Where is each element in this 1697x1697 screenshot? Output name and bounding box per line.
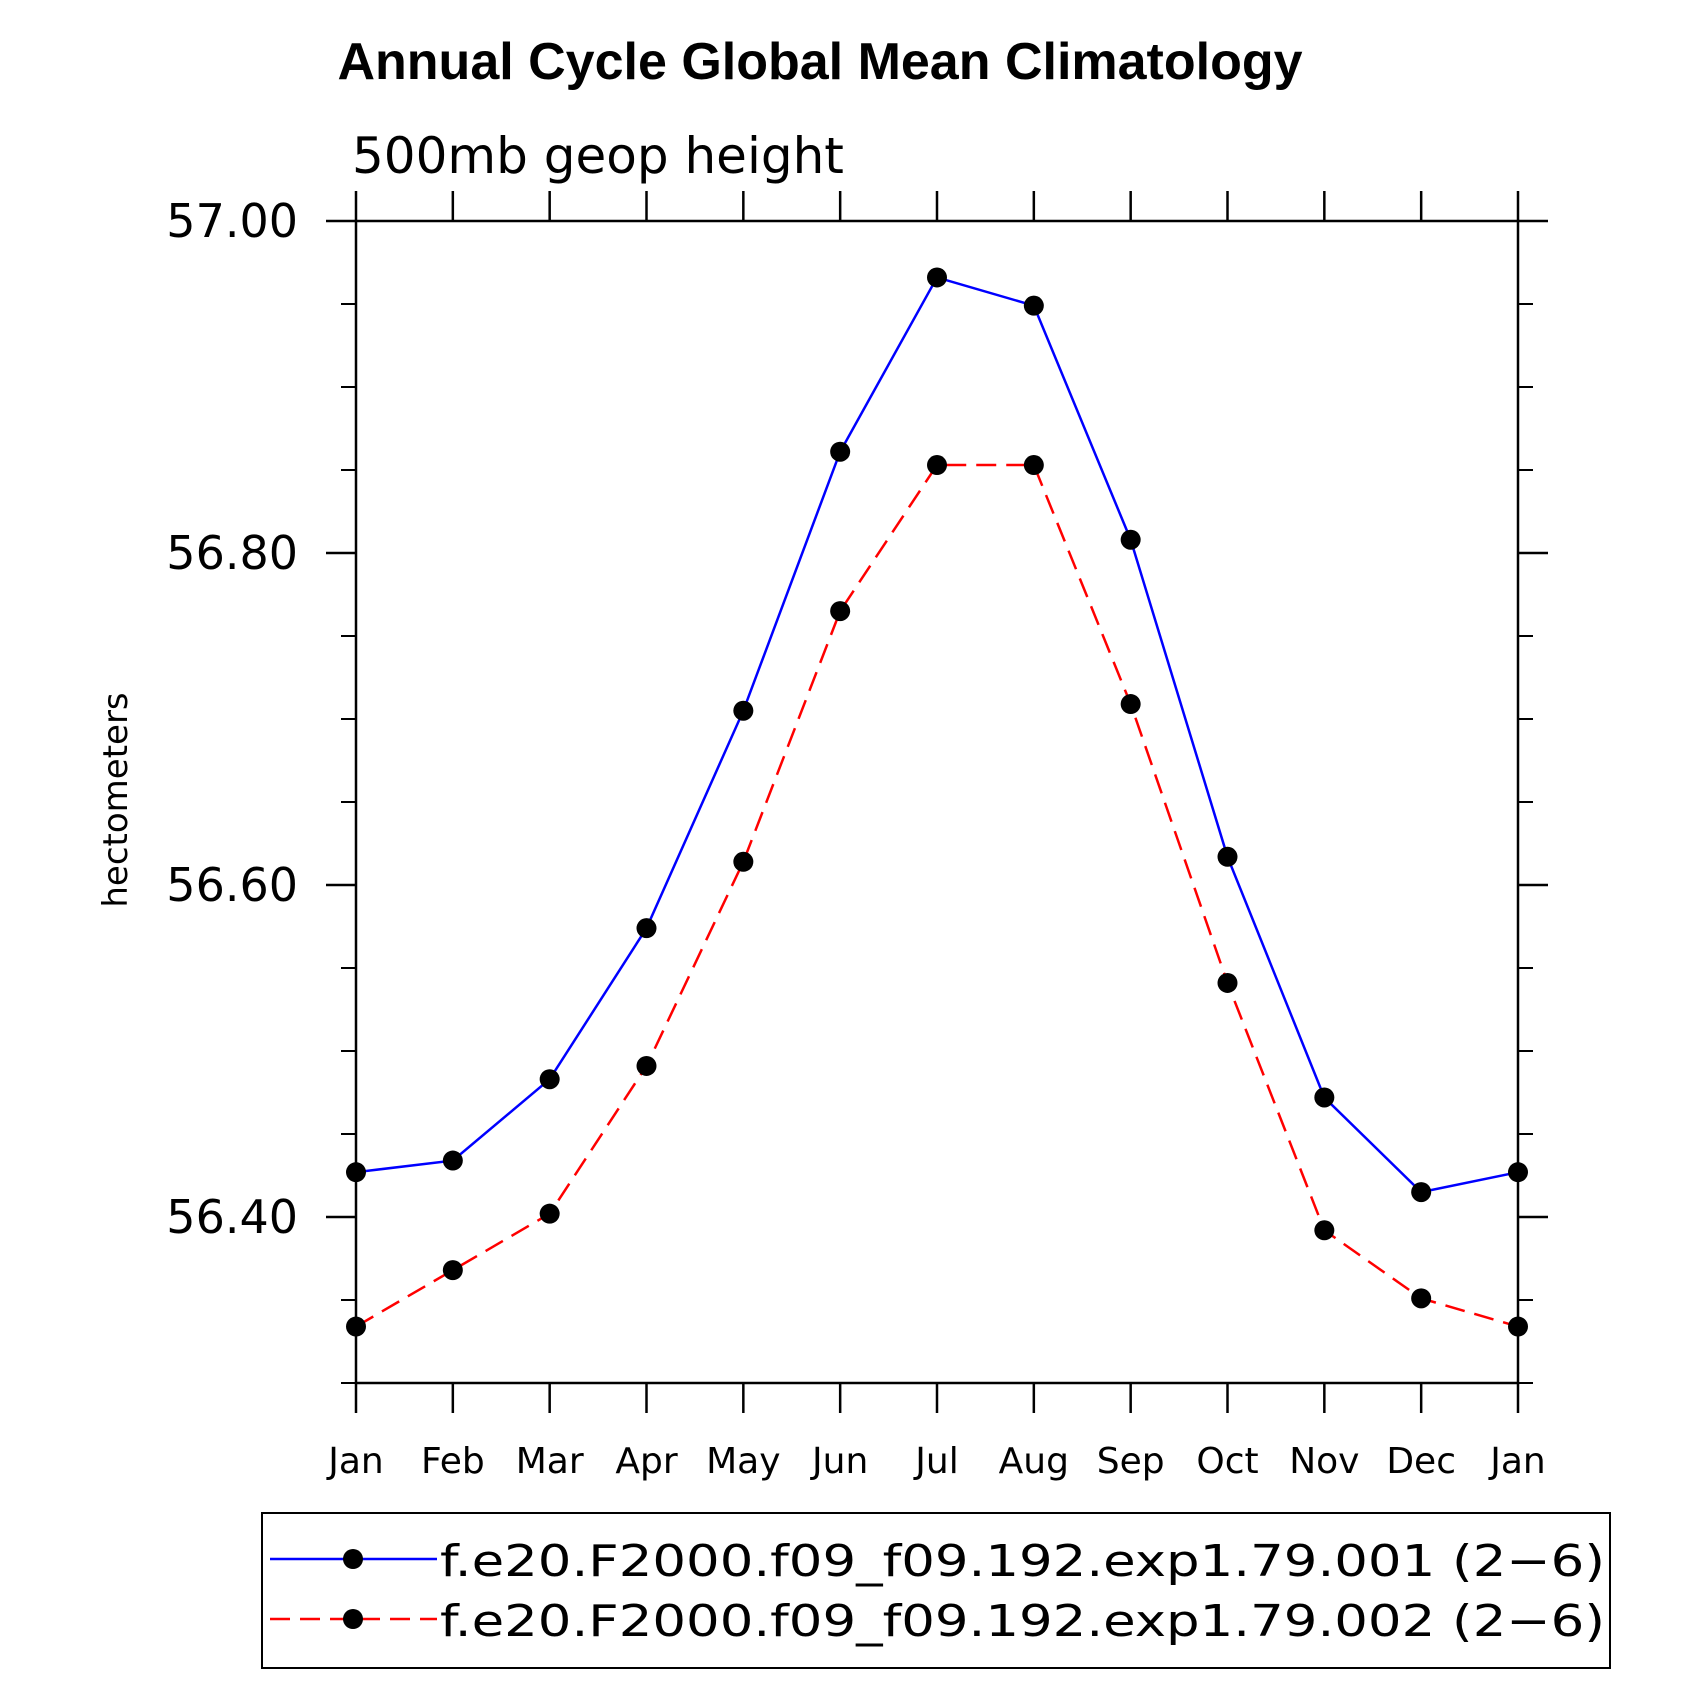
data-point [927,455,947,476]
legend-label: f.e20.F2000.f09_f09.192.exp1.79.002 (2−6… [440,1596,1605,1647]
data-point [636,1055,657,1076]
data-point [346,1162,366,1183]
legend: f.e20.F2000.f09_f09.192.exp1.79.001 (2−6… [261,1512,1611,1669]
chart-subtitle: 500mb geop height [352,127,844,185]
data-point [1508,1162,1528,1183]
x-tick-label: Jan [1488,1441,1546,1482]
legend-box [261,1512,1611,1669]
x-tick-label: Jun [810,1441,868,1482]
data-point [1217,972,1238,993]
x-tick-label: Jul [913,1441,958,1482]
y-tick-label: 56.40 [166,1190,298,1244]
x-tick-label: Aug [999,1441,1069,1482]
data-point [636,918,657,939]
data-point [1120,694,1141,715]
x-tick-label: Apr [615,1441,677,1482]
legend-marker [343,1549,363,1569]
data-point [442,1260,463,1281]
data-point [1508,1316,1528,1337]
x-tick-label: Nov [1289,1441,1359,1482]
legend-label: f.e20.F2000.f09_f09.192.exp1.79.001 (2−6… [440,1536,1605,1587]
data-point [927,267,947,288]
x-tick-label: Sep [1097,1441,1165,1482]
y-tick-label: 57.00 [166,194,298,248]
axes: Jan Feb Mar Apr May Jun Jul Aug Sep Oct Nov Dec Jan 5… [166,191,1548,1482]
series-1 [346,267,1528,1203]
x-tick-label: Feb [421,1441,485,1482]
x-tick-label: Dec [1386,1441,1456,1482]
data-point [1314,1087,1335,1108]
plot-frame [354,219,1520,1385]
x-tick-label: Mar [516,1441,584,1482]
data-point [1411,1288,1432,1309]
y-axis-label: hectometers [96,692,136,907]
x-tick-label: Jan [326,1441,384,1482]
legend-entry: f.e20.F2000.f09_f09.192.exp1.79.001 (2−6… [270,1536,1605,1587]
series-line [355,275,1519,1194]
y-tick-label: 56.80 [166,526,298,580]
data-point [830,601,851,622]
x-tick-label: Oct [1196,1441,1258,1482]
data-point [1314,1220,1335,1241]
data-point [1023,295,1044,316]
y-tick-label: 56.60 [166,858,298,912]
x-tick-label: May [706,1441,780,1482]
legend-marker [343,1609,363,1629]
data-point [733,700,754,721]
legend-entry: f.e20.F2000.f09_f09.192.exp1.79.002 (2−6… [270,1596,1605,1647]
series-line [355,463,1519,1328]
data-point [1411,1182,1432,1203]
series-2 [346,455,1528,1337]
data-point [346,1316,366,1337]
data-point [539,1069,560,1090]
chart-title: Annual Cycle Global Mean Climatology [337,33,1302,91]
data-point [539,1203,560,1224]
data-point [733,851,754,872]
data-point [1217,846,1238,867]
data-point [442,1150,463,1171]
data-point [1120,529,1141,550]
data-point [830,441,851,462]
data-point [1023,455,1044,476]
series-layer [346,267,1528,1337]
